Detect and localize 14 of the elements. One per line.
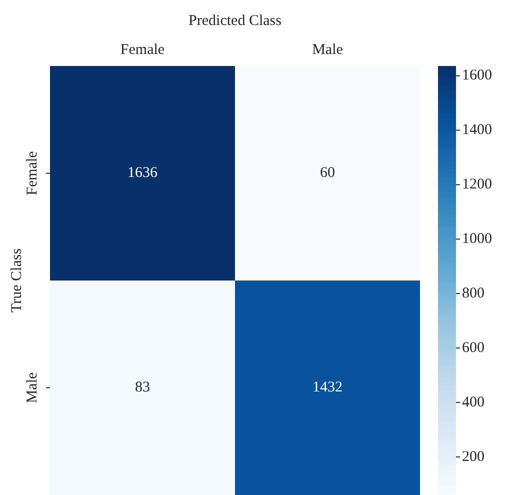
color-bar-label: 200 <box>462 448 484 465</box>
color-bar-label: 800 <box>462 286 484 302</box>
color-bar-label: 1400 <box>462 122 492 138</box>
data-label: 1432 <box>312 380 342 396</box>
color-bar-label: 1600 <box>462 68 492 84</box>
data-label: 60 <box>320 165 335 182</box>
color-bar-label: 600 <box>462 340 484 356</box>
color-bar-label: 400 <box>462 394 484 410</box>
x-axis-title: Predicted Class <box>188 12 282 29</box>
y-axis-title: True Class <box>8 248 25 313</box>
data-label: 83 <box>135 380 150 396</box>
color-bar-label: 1000 <box>462 231 492 248</box>
color-bar-label: 1200 <box>462 176 492 193</box>
data-label: 1636 <box>128 165 158 182</box>
